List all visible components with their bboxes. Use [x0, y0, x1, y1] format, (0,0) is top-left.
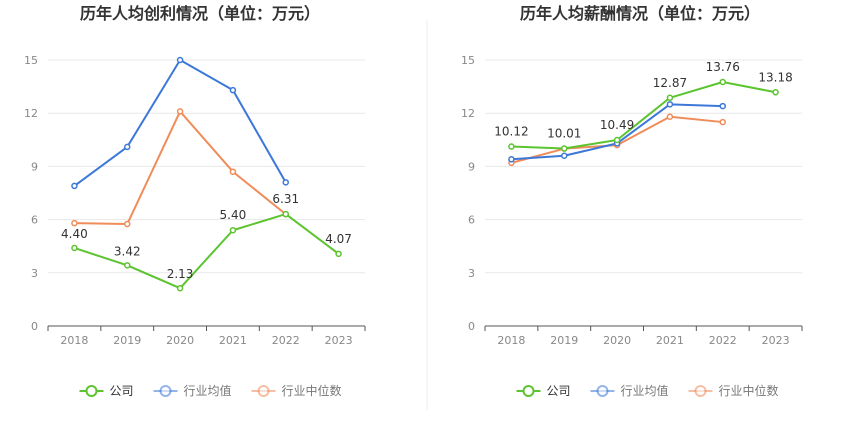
x-tick-label: 2022 [272, 334, 300, 347]
data-label: 10.49 [600, 118, 634, 132]
data-point[interactable] [719, 118, 726, 126]
y-tick-label: 6 [31, 214, 38, 227]
y-tick-label: 3 [31, 267, 38, 280]
x-tick-label: 2022 [709, 334, 737, 347]
data-point[interactable] [666, 113, 674, 120]
y-tick-label: 12 [461, 107, 475, 120]
data-label: 4.40 [61, 227, 88, 241]
data-point[interactable] [772, 89, 779, 96]
legend-label: 行业均值 [184, 383, 232, 398]
legend-item-公司[interactable]: 公司 [79, 384, 134, 398]
legend-item-行业均值[interactable]: 行业均值 [153, 383, 232, 398]
x-tick-label: 2018 [60, 334, 88, 347]
data-point[interactable] [561, 152, 568, 160]
data-point[interactable] [282, 179, 289, 186]
legend-label: 行业均值 [621, 383, 669, 398]
data-point[interactable] [176, 56, 184, 64]
legend-item-行业中位数[interactable]: 行业中位数 [251, 383, 342, 398]
x-tick-label: 2019 [113, 334, 141, 347]
chart-title: 历年人均薪酬情况（单位：万元） [520, 4, 760, 23]
data-label: 13.18 [758, 70, 792, 84]
y-tick-label: 6 [468, 214, 475, 227]
legend-item-行业中位数[interactable]: 行业中位数 [688, 383, 779, 398]
x-tick-label: 2021 [219, 334, 247, 347]
data-point[interactable] [508, 143, 515, 150]
y-tick-label: 15 [24, 54, 38, 67]
legend-item-行业均值[interactable]: 行业均值 [590, 383, 669, 398]
legend-label: 行业中位数 [719, 383, 779, 398]
legend-item-公司[interactable]: 公司 [516, 384, 571, 398]
y-tick-label: 0 [468, 320, 475, 333]
legend-marker [159, 385, 172, 397]
legend-marker [522, 385, 535, 397]
series-line-公司 [511, 80, 776, 150]
legend-marker [596, 385, 609, 397]
y-tick-label: 3 [468, 267, 475, 280]
x-tick-label: 2023 [762, 334, 790, 347]
data-point[interactable] [229, 168, 237, 175]
data-point[interactable] [124, 143, 131, 151]
x-tick-label: 2020 [603, 334, 631, 347]
legend-label: 公司 [110, 384, 134, 398]
y-tick-label: 9 [31, 160, 38, 173]
chart-panel-1: 历年人均创利情况（单位：万元） 0 3 6 9 12 15 2018 2019 2020 2021 2… [24, 4, 366, 398]
data-point[interactable] [613, 136, 621, 144]
x-tick-label: 2019 [550, 334, 578, 347]
data-point[interactable] [176, 284, 184, 292]
x-tick-label: 2018 [497, 334, 525, 347]
data-point[interactable] [71, 182, 78, 190]
data-point[interactable] [335, 250, 342, 258]
data-point[interactable] [282, 210, 289, 218]
series-line-行业均值 [73, 59, 287, 187]
data-point[interactable] [176, 108, 184, 115]
data-label: 12.87 [653, 76, 687, 90]
data-point[interactable] [71, 219, 78, 227]
x-tick-label: 2023 [325, 334, 353, 347]
y-tick-label: 0 [31, 320, 38, 333]
x-tick-label: 2021 [656, 334, 684, 347]
data-point[interactable] [508, 156, 515, 163]
data-point[interactable] [124, 262, 131, 269]
legend-label: 公司 [547, 384, 571, 398]
data-point[interactable] [229, 226, 237, 234]
legend-marker [694, 385, 707, 397]
data-point[interactable] [71, 244, 78, 252]
data-label: 10.12 [494, 125, 528, 139]
y-tick-label: 12 [24, 107, 38, 120]
data-label: 5.40 [220, 208, 247, 222]
data-label: 10.01 [547, 126, 581, 140]
data-point[interactable] [666, 94, 674, 102]
data-label: 2.13 [167, 267, 194, 281]
data-point[interactable] [229, 86, 237, 94]
chart-panel-2: 历年人均薪酬情况（单位：万元） 0 3 6 9 12 15 2018 2019 2020 2021 2… [461, 4, 803, 398]
legend-marker [257, 385, 270, 397]
chart-title: 历年人均创利情况（单位：万元） [80, 4, 320, 23]
data-label: 3.42 [114, 244, 141, 258]
data-label: 13.76 [706, 60, 740, 74]
data-point[interactable] [124, 220, 131, 228]
y-tick-label: 9 [468, 160, 475, 173]
data-point[interactable] [719, 102, 726, 110]
legend-marker [85, 385, 98, 397]
data-point[interactable] [719, 78, 726, 86]
legend-label: 行业中位数 [282, 383, 342, 398]
data-point[interactable] [561, 145, 568, 152]
data-label: 4.07 [325, 232, 352, 246]
x-tick-label: 2020 [166, 334, 194, 347]
series-line-公司 [74, 213, 340, 290]
data-point[interactable] [666, 101, 674, 108]
y-tick-label: 15 [461, 54, 475, 67]
data-label: 6.31 [272, 192, 299, 206]
